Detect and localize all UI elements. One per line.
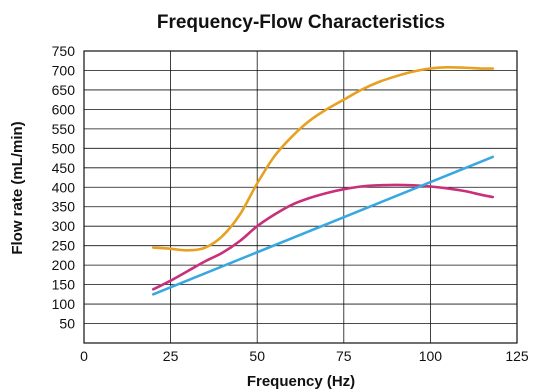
y-tick-label: 200 — [52, 257, 76, 273]
series-line-3 — [151, 155, 495, 296]
x-tick-label: 50 — [249, 348, 265, 364]
x-tick-label: 100 — [419, 348, 443, 364]
y-tick-label: 500 — [52, 140, 76, 156]
y-tick-label: 350 — [52, 199, 76, 215]
grid — [84, 51, 517, 343]
y-tick-label: 400 — [52, 179, 76, 195]
x-tick-label: 0 — [80, 348, 88, 364]
y-tick-label: 700 — [52, 62, 76, 78]
y-tick-labels: 50 100 150 200 250 300 350 400 450 500 550 600 650 70… — [52, 43, 76, 332]
y-tick-label: 650 — [52, 82, 76, 98]
y-tick-label: 250 — [52, 238, 76, 254]
x-tick-label: 75 — [336, 348, 352, 364]
x-tick-label: 25 — [163, 348, 179, 364]
x-tick-label: 125 — [505, 348, 529, 364]
series-layer — [151, 66, 495, 296]
chart-title: Frequency-Flow Characteristics — [157, 12, 445, 33]
series-line-1 — [151, 66, 495, 252]
plot-frame — [83, 50, 518, 344]
y-tick-label: 150 — [52, 277, 76, 293]
x-axis-label: Frequency (Hz) — [247, 373, 355, 390]
y-tick-label: 550 — [52, 121, 76, 137]
y-tick-label: 600 — [52, 101, 76, 117]
y-axis-label: Flow rate (mL/min) — [9, 121, 26, 254]
x-tick-labels: 0 25 50 75 100 125 — [80, 348, 529, 364]
series-line-2 — [151, 183, 495, 291]
y-tick-label: 450 — [52, 160, 76, 176]
y-tick-label: 300 — [52, 218, 76, 234]
y-tick-label: 100 — [52, 296, 76, 312]
y-tick-label: 750 — [52, 43, 76, 59]
y-tick-label: 50 — [59, 316, 75, 332]
